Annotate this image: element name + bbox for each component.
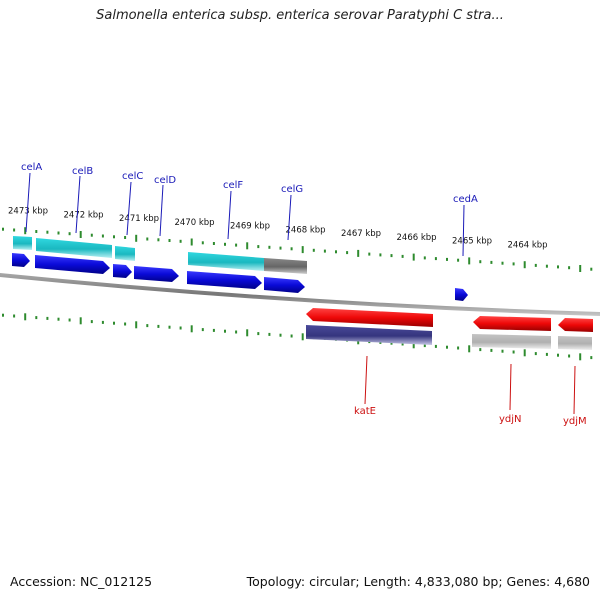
gene-feature[interactable] (13, 236, 32, 250)
gene-label-celD[interactable]: celD (154, 175, 176, 186)
scale-label: 2473 kbp (8, 207, 48, 217)
gene-label-ydjN[interactable]: ydjN (499, 414, 522, 425)
gene-arrow[interactable] (187, 271, 262, 289)
gene-feature[interactable] (306, 325, 432, 345)
map-title: Salmonella enterica subsp. enterica sero… (96, 8, 504, 23)
gene-arrow[interactable] (473, 316, 551, 331)
top-label-lines (25, 172, 465, 257)
gene-label-celB[interactable]: celB (72, 166, 93, 177)
forward-genes (12, 253, 468, 301)
gene-feature[interactable] (36, 238, 112, 258)
gene-arrow[interactable] (113, 264, 132, 278)
gene-label-celF[interactable]: celF (223, 180, 243, 191)
gene-arrow[interactable] (306, 308, 433, 327)
gene-feature[interactable] (115, 246, 135, 261)
scale-label: 2472 kbp (64, 210, 104, 220)
gene-arrow[interactable] (134, 266, 179, 282)
scale-label: 2466 kbp (397, 233, 437, 243)
gene-label-katE[interactable]: katE (354, 406, 376, 417)
gene-label-celG[interactable]: celG (281, 184, 303, 195)
gene-arrow[interactable] (455, 288, 468, 301)
scale-ticks-top (2, 227, 593, 272)
genome-summary: Topology: circular; Length: 4,833,080 bp… (246, 574, 590, 589)
genome-backbone (0, 273, 600, 316)
scale-label: 2468 kbp (286, 225, 326, 235)
gene-arrow[interactable] (558, 318, 593, 332)
scale-label: 2469 kbp (230, 222, 270, 232)
reverse-genes (306, 308, 593, 332)
forward-features-upper (13, 236, 307, 274)
gene-feature[interactable] (558, 336, 592, 350)
gene-label-cedA[interactable]: cedA (453, 194, 478, 205)
scale-label: 2465 kbp (452, 237, 492, 247)
gene-feature[interactable] (472, 334, 551, 349)
gene-arrow[interactable] (12, 253, 30, 267)
gene-feature[interactable] (188, 252, 264, 271)
gene-arrow[interactable] (35, 255, 110, 274)
reverse-features-lower (306, 325, 592, 350)
scale-label: 2471 kbp (119, 214, 159, 224)
accession-label: Accession: NC_012125 (10, 574, 153, 589)
gene-label-ydjM[interactable]: ydjM (563, 416, 587, 427)
scale-label: 2464 kbp (508, 241, 548, 251)
bottom-label-lines (364, 355, 576, 415)
gene-label-celA[interactable]: celA (21, 162, 42, 173)
scale-label: 2467 kbp (341, 229, 381, 239)
gene-arrow[interactable] (264, 277, 305, 293)
gene-feature[interactable] (264, 258, 307, 274)
scale-labels: 2473 kbp 2472 kbp 2471 kbp 2470 kbp 2469 kbp… (8, 207, 548, 251)
scale-label: 2470 kbp (175, 218, 215, 228)
gene-label-celC[interactable]: celC (122, 171, 143, 182)
